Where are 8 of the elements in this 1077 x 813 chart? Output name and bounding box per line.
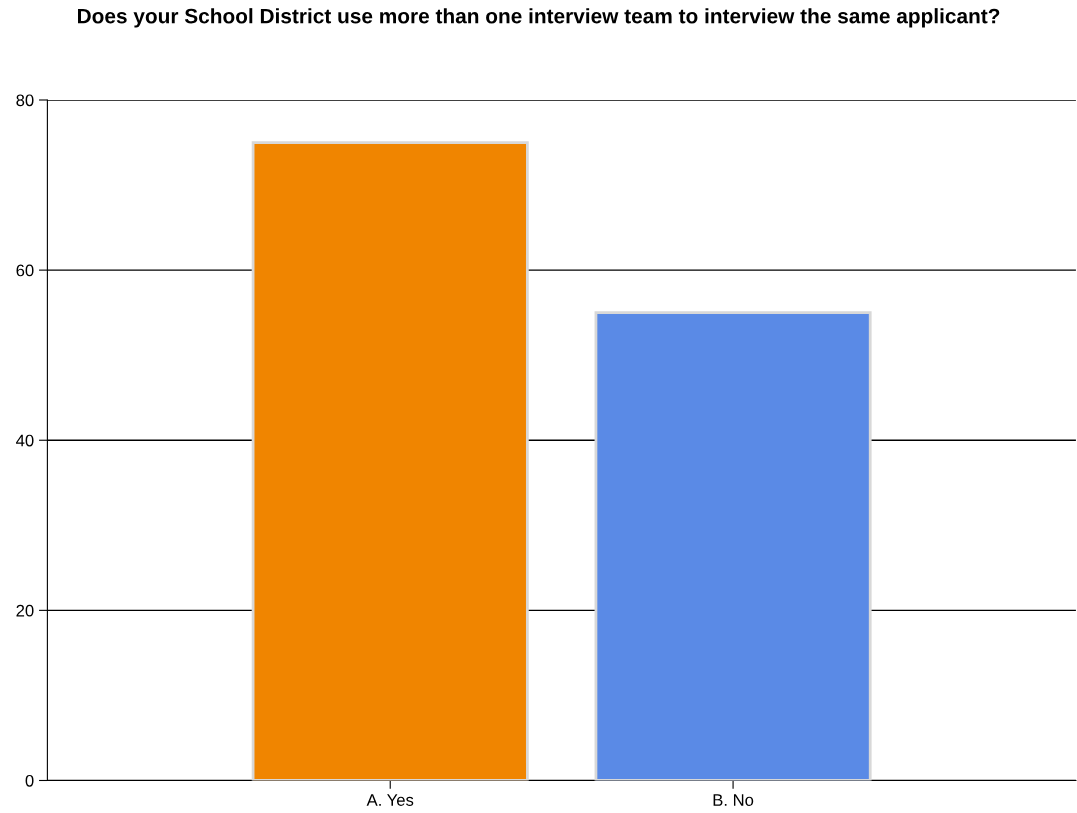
y-tick-label: 60 (16, 264, 34, 277)
x-tick-label: A. Yes (366, 794, 414, 806)
y-tick-label: 0 (25, 774, 34, 787)
y-tick-label: 40 (16, 434, 34, 447)
y-tick-label: 80 (16, 94, 34, 107)
x-tick-label: B. No (713, 794, 754, 806)
y-tick-label: 20 (16, 604, 34, 617)
chart-title: Does your School District use more than one interview team to interview the same applicant? (78, 8, 1000, 28)
